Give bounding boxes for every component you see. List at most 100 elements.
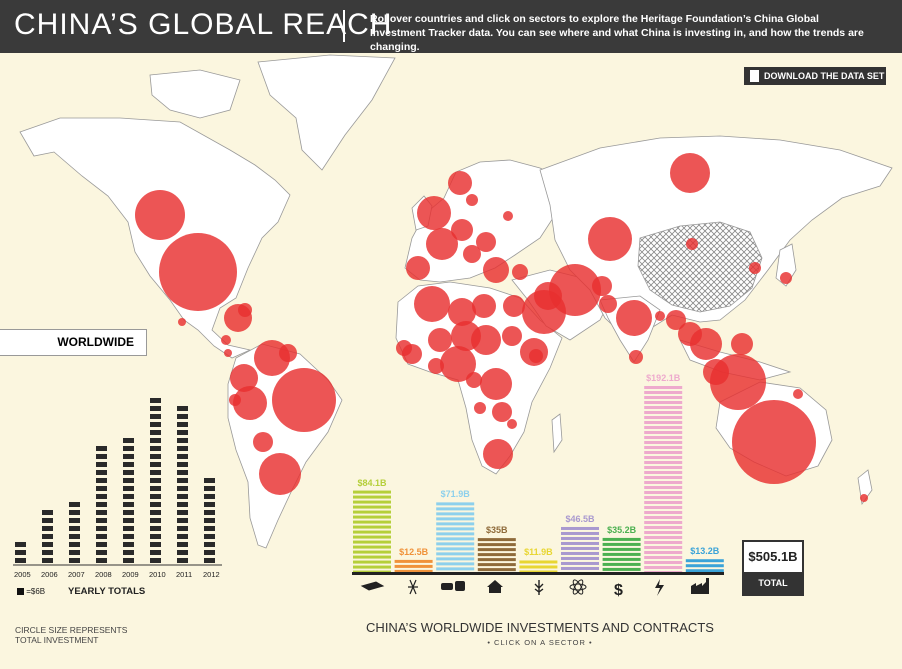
sector-stripe [602,537,641,541]
sector-bar-energy[interactable] [644,386,683,572]
sector-stripe [644,431,683,434]
china-shape[interactable] [637,221,763,313]
sector-bar-transport[interactable] [436,502,475,571]
year-block [204,534,215,539]
year-block [96,558,107,563]
year-bar-2007[interactable] [69,502,80,563]
sector-stripe [561,561,599,565]
year-bar-2005[interactable] [15,542,26,563]
year-bar-2012[interactable] [204,478,215,563]
region-tab[interactable]: WORLDWIDE [0,329,147,356]
sector-value-chemicals: $12.5B [399,546,429,557]
dollar-icon: $ [614,582,623,599]
sector-bar-other[interactable] [685,559,724,572]
circle-vietnam [690,328,722,360]
sector-chart[interactable] [352,386,724,575]
year-block [15,542,26,547]
factory-icon [691,578,709,594]
wheat-icon [534,580,544,595]
sector-stripe [644,531,683,534]
sector-stripe [644,441,683,444]
sector-bar-chemicals[interactable] [394,559,433,572]
year-bar-2010[interactable] [150,398,161,563]
year-label-2012: 2012 [203,570,220,579]
click-sector-hint: • CLICK ON A SECTOR • [487,638,593,647]
year-block [69,518,80,523]
circle-sweden [466,194,478,206]
chart-title: CHINA’S WORLDWIDE INVESTMENTS AND CONTRA… [366,620,714,635]
yearly-totals-chart[interactable] [13,398,222,566]
sector-bar-agriculture[interactable] [519,560,558,572]
circle-angola [474,402,486,414]
total-label: TOTAL [758,578,788,588]
year-block [177,510,188,515]
sector-stripe [644,566,683,569]
sector-stripe [436,537,475,541]
year-block [177,526,188,531]
sector-stripe [394,559,433,563]
sector-stripe [644,526,683,529]
circle-afghanistan [592,276,612,296]
sector-stripe [353,525,391,529]
year-block [69,550,80,555]
sector-stripe [477,538,516,542]
sector-stripe [644,406,683,409]
sector-bar-technology[interactable] [561,526,599,572]
block-legend: =$6B [17,587,45,596]
sector-stripe [644,561,683,564]
sector-bar-real-estate[interactable] [477,538,516,572]
year-block [177,478,188,483]
sector-stripe [644,496,683,499]
sector-stripe [561,526,599,530]
year-block [204,550,215,555]
sector-bar-metals[interactable] [353,490,391,572]
sector-stripe [644,516,683,519]
sector-stripe [353,560,391,564]
sector-stripe [644,486,683,489]
circle-saudi [522,290,566,334]
circle-guyana [279,344,297,362]
sector-stripe [353,550,391,554]
circle-argentina [259,453,301,495]
sector-stripe [602,557,641,561]
page-title: CHINA’S GLOBAL REACH [14,8,393,41]
year-block [123,486,134,491]
year-block [150,478,161,483]
year-block [96,446,107,451]
year-bar-2009[interactable] [123,438,134,563]
year-block [96,542,107,547]
sector-bar-finance[interactable] [602,537,641,571]
year-block [177,446,188,451]
sector-stripe [353,535,391,539]
circle-central-america [178,318,186,326]
sector-stripe [353,530,391,534]
download-data-button[interactable]: DOWNLOAD THE DATA SET [744,67,886,85]
year-block [150,550,161,555]
car-icon [441,581,465,591]
year-bar-2006[interactable] [42,510,53,563]
year-block [150,518,161,523]
sector-stripe [644,451,683,454]
yearly-totals-label: YEARLY TOTALS [68,586,146,597]
investment-circles[interactable] [135,153,868,502]
year-bar-2008[interactable] [96,446,107,563]
year-block [177,470,188,475]
year-bar-2011[interactable] [177,406,188,563]
circle-mozambique [507,419,517,429]
sector-stripe [644,556,683,559]
year-block [69,558,80,563]
sector-stripe [436,547,475,551]
year-block [150,494,161,499]
year-block [96,470,107,475]
circle-costa-rica [224,349,232,357]
year-block [177,550,188,555]
circle-italy [463,245,481,263]
sector-stripe [519,570,558,572]
year-block [150,454,161,459]
sector-stripe [644,466,683,469]
year-block [204,542,215,547]
year-block [123,550,134,555]
circle-uk [417,196,451,230]
circle-indonesia [710,354,766,410]
